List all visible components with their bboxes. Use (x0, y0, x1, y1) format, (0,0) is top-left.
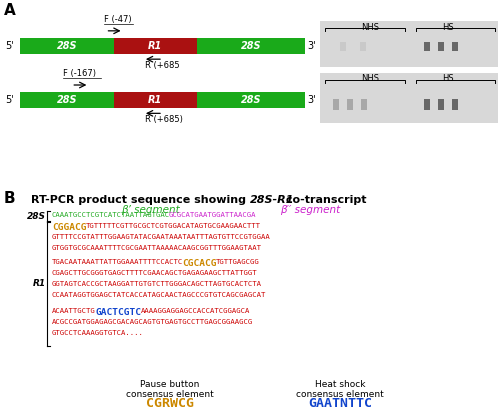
Text: A: A (4, 2, 16, 18)
Text: 28S: 28S (57, 95, 78, 105)
Bar (114, 92, 196, 109)
Text: GTGGTGCGCAAATTTTCGCGAATTAAAAACAAGCGGTTTGGAAGTAAT: GTGGTGCGCAAATTTTCGCGAATTAAAAACAAGCGGTTTG… (52, 245, 262, 251)
Text: 28S: 28S (240, 95, 261, 105)
Bar (360, 42, 366, 51)
Text: 5': 5' (5, 41, 14, 51)
Text: 3': 3' (307, 41, 316, 51)
Text: CAAATGCCTCGTCATCTAATTAGTGAC: CAAATGCCTCGTCATCTAATTAGTGAC (52, 212, 170, 218)
Text: GAATNTTC: GAATNTTC (308, 397, 372, 408)
Bar (20, 38, 114, 54)
Bar (196, 38, 305, 54)
Text: HS: HS (442, 74, 454, 83)
Text: co-transcript: co-transcript (282, 195, 366, 205)
Bar (333, 99, 339, 110)
Bar (114, 38, 196, 54)
Text: R1: R1 (148, 41, 162, 51)
Text: CGCACG: CGCACG (182, 259, 216, 268)
Text: 28S-R1: 28S-R1 (250, 195, 294, 205)
Text: β’ segment: β’ segment (120, 205, 180, 215)
Text: AAAAGGAGGAGCCACCATCGGAGCA: AAAAGGAGGAGCCACCATCGGAGCA (140, 308, 250, 314)
Text: CGGACG: CGGACG (52, 223, 86, 232)
Text: TGACAATAAATTATTGGAAATTTTCCACTC: TGACAATAAATTATTGGAAATTTTCCACTC (52, 259, 183, 265)
Text: B: B (4, 191, 16, 206)
Text: GTTTTCCGTATTTGGAAGTATACGAATAAATAATTTAGTGTTCCGTGGAA: GTTTTCCGTATTTGGAAGTATACGAATAAATAATTTAGTG… (52, 234, 271, 240)
Bar (438, 99, 444, 110)
Bar (340, 42, 346, 51)
Text: R1: R1 (33, 279, 46, 288)
Text: 3': 3' (307, 95, 316, 105)
Text: CCAATAGGTGGAGCTATCACCATAGCAACTAGCCCGTGTCAGCGAGCAT: CCAATAGGTGGAGCTATCACCATAGCAACTAGCCCGTGTC… (52, 292, 266, 298)
Text: R1: R1 (148, 95, 162, 105)
Text: NHS: NHS (361, 22, 379, 31)
Bar (361, 99, 367, 110)
Bar (347, 99, 353, 110)
Text: GTGCCTCAAAGGTGTCA....: GTGCCTCAAAGGTGTCA.... (52, 330, 144, 336)
Text: GGTAGTCACCGCTAAGGATTGTGTCTTGGGACAGCTTAGTGCACTCTA: GGTAGTCACCGCTAAGGATTGTGTCTTGGGACAGCTTAGT… (52, 281, 262, 287)
Bar (438, 42, 444, 51)
Bar (20, 92, 114, 109)
Text: ACAATTGCTG: ACAATTGCTG (52, 308, 96, 314)
Text: ACGCCGATGGAGAGCGACAGCAGTGTGAGTGCCTTGAGCGGAAGCG: ACGCCGATGGAGAGCGACAGCAGTGTGAGTGCCTTGAGCG… (52, 319, 254, 325)
Text: R (+685: R (+685 (145, 61, 180, 70)
Bar (320, 73, 498, 122)
Text: TGTTTTTCGTTGCGCTCGTGGACATAGTGCGAAGAACTTT: TGTTTTTCGTTGCGCTCGTGGACATAGTGCGAAGAACTTT (86, 223, 261, 229)
Bar (424, 42, 430, 51)
Text: GACTCGTC: GACTCGTC (96, 308, 142, 317)
Text: 28S: 28S (57, 41, 78, 51)
Bar (196, 92, 305, 109)
Bar (424, 99, 430, 110)
Text: 28S: 28S (27, 212, 46, 221)
Text: Heat shock
consensus element: Heat shock consensus element (296, 380, 384, 399)
Text: CGAGCTTGCGGGTGAGCTTTTCGAACAGCTGAGAGAAGCTTATTGGT: CGAGCTTGCGGGTGAGCTTTTCGAACAGCTGAGAGAAGCT… (52, 270, 258, 276)
Text: NHS: NHS (361, 74, 379, 83)
Text: CGRWCG: CGRWCG (146, 397, 194, 408)
Text: F (-47): F (-47) (104, 15, 131, 24)
Text: F (-167): F (-167) (64, 69, 96, 78)
Text: TGTTGAGCGG: TGTTGAGCGG (216, 259, 260, 265)
Text: RT-PCR product sequence showing: RT-PCR product sequence showing (31, 195, 250, 205)
Bar (452, 99, 458, 110)
Text: 28S: 28S (240, 41, 261, 51)
Text: Pause button
consensus element: Pause button consensus element (126, 380, 214, 399)
Text: β′′ segment: β′′ segment (280, 205, 340, 215)
Text: 5': 5' (5, 95, 14, 105)
Text: R (+685): R (+685) (145, 115, 183, 124)
Text: HS: HS (442, 22, 454, 31)
Text: GCGCATGAATGGATTAACGA: GCGCATGAATGGATTAACGA (169, 212, 256, 218)
Bar (320, 21, 498, 67)
Bar (452, 42, 458, 51)
